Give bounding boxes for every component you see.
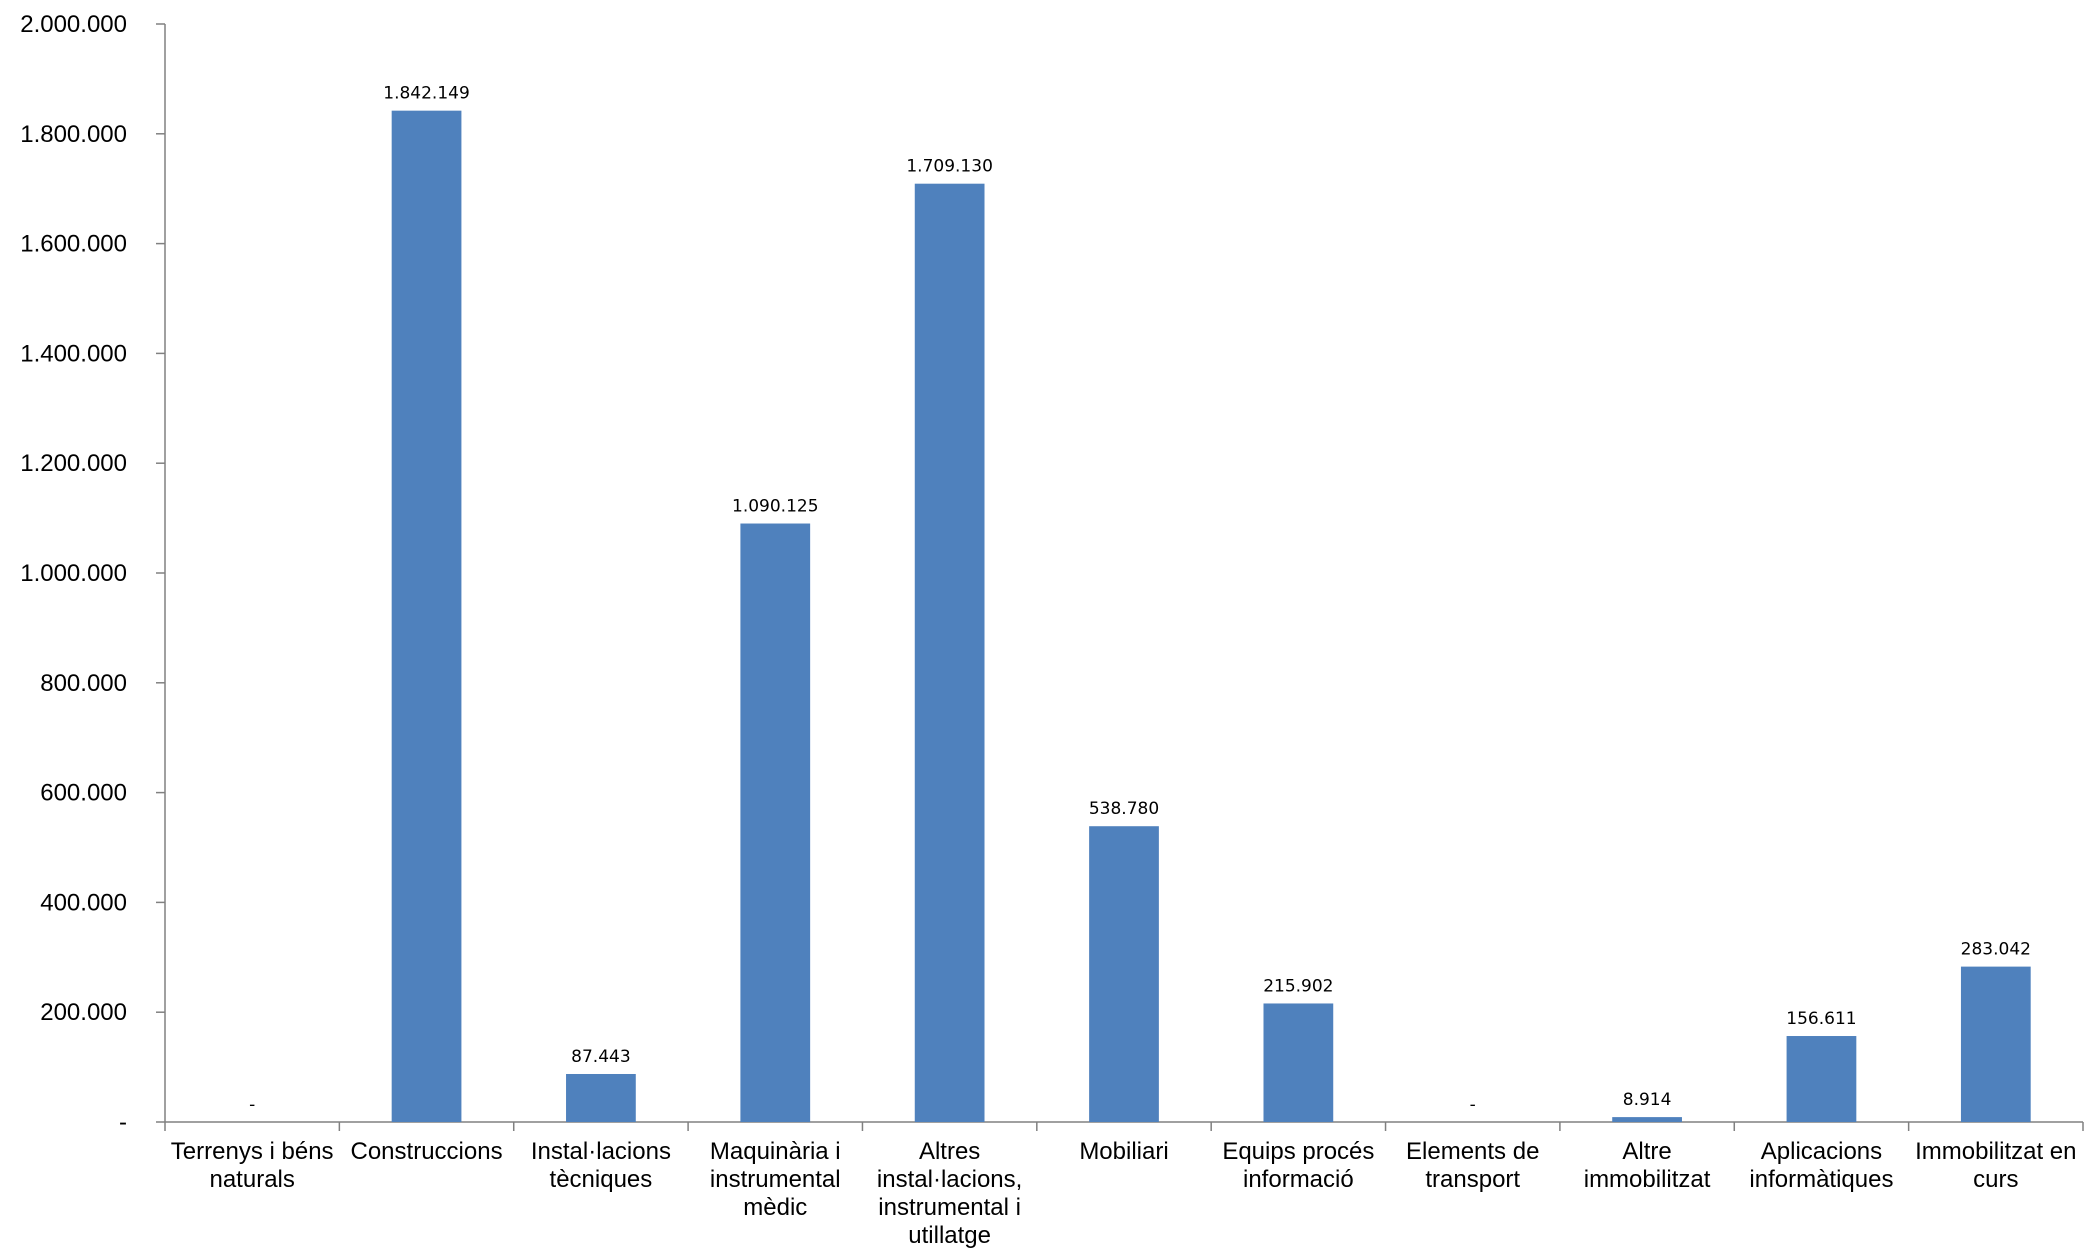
y-tick-label: 400.000: [40, 889, 127, 916]
x-category-label-line: tècniques: [550, 1166, 653, 1193]
x-category-label-line: utillatge: [908, 1222, 991, 1249]
bar: [1612, 1117, 1682, 1122]
data-label: 87.443: [571, 1047, 630, 1067]
y-axis: - 200.000 400.000 600.000 800.000 1.000.000 1.…: [20, 11, 166, 1136]
x-category-label-line: Terrenys i béns: [171, 1138, 334, 1165]
x-category-label: Aplicacions informàtiques: [1749, 1138, 1893, 1193]
data-label: 1.709.130: [906, 157, 993, 177]
data-label: 215.902: [1263, 976, 1333, 996]
x-category-label-line: naturals: [209, 1166, 294, 1193]
bar: [1089, 826, 1159, 1122]
y-tick-label: 1.600.000: [20, 231, 127, 258]
x-category-label: Altre immobilitzat: [1584, 1138, 1711, 1193]
x-category-label-line: Altres: [919, 1138, 980, 1165]
bar: [391, 110, 462, 1122]
data-label: -: [1470, 1095, 1476, 1115]
x-category-label-line: informació: [1243, 1166, 1354, 1193]
x-category-label-line: transport: [1425, 1166, 1520, 1193]
x-category-label-line: curs: [1973, 1166, 2018, 1193]
data-label: 538.780: [1089, 799, 1159, 819]
x-category-label: Construccions: [351, 1138, 503, 1165]
y-tick-label: 200.000: [40, 999, 127, 1026]
x-category-label: Immobilitzat en curs: [1915, 1138, 2076, 1193]
x-category-label: Altres instal·lacions, instrumental i utill…: [877, 1138, 1022, 1249]
x-category-label-line: Aplicacions: [1761, 1138, 1882, 1165]
x-category-label-line: immobilitzat: [1584, 1166, 1711, 1193]
x-category-label-line: Elements de: [1406, 1138, 1539, 1165]
data-label: 1.090.125: [732, 497, 819, 517]
x-category-label: Mobiliari: [1079, 1138, 1168, 1165]
y-tick-label: 1.400.000: [20, 340, 127, 367]
x-category-label: Elements de transport: [1406, 1138, 1539, 1193]
bars: [391, 110, 2031, 1123]
x-category-label-line: Altre: [1622, 1138, 1671, 1165]
x-labels: Terrenys i béns naturals Construccions Inst…: [171, 1138, 2077, 1249]
x-category-label-line: Equips procés: [1222, 1138, 1374, 1165]
data-label: 156.611: [1786, 1009, 1856, 1029]
x-axis: [164, 1121, 2084, 1131]
x-category-label-line: Immobilitzat en: [1915, 1138, 2076, 1165]
data-label: 1.842.149: [383, 84, 470, 104]
data-label: 8.914: [1623, 1090, 1672, 1110]
x-category-label-line: instrumental: [710, 1166, 841, 1193]
x-category-label: Maquinària i instrumental mèdic: [710, 1138, 841, 1221]
bar: [740, 523, 811, 1122]
x-category-label-line: instrumental i: [878, 1194, 1021, 1221]
bar: [1263, 1003, 1334, 1122]
bar: [1786, 1036, 1857, 1122]
y-tick-label: 600.000: [40, 780, 127, 807]
x-category-label: Instal·lacions tècniques: [531, 1138, 671, 1193]
data-labels: - 1.842.149 87.443 1.090.125 1.709.130 538.78…: [249, 84, 2031, 1115]
x-category-label-line: instal·lacions,: [877, 1166, 1022, 1193]
bar: [914, 183, 985, 1123]
x-category-label-line: informàtiques: [1749, 1166, 1893, 1193]
x-category-label-line: Maquinària i: [710, 1138, 841, 1165]
y-tick-label: -: [119, 1109, 127, 1136]
bar: [1960, 966, 2031, 1122]
x-category-label-line: mèdic: [743, 1194, 807, 1221]
x-category-label: Terrenys i béns naturals: [171, 1138, 334, 1193]
y-tick-label: 2.000.000: [20, 11, 127, 38]
y-tick-label: 1.800.000: [20, 121, 127, 148]
x-category-label: Equips procés informació: [1222, 1138, 1374, 1193]
x-category-label-line: Construccions: [351, 1138, 503, 1165]
y-tick-label: 1.000.000: [20, 560, 127, 587]
data-label: 283.042: [1961, 940, 2031, 960]
data-label: -: [249, 1095, 255, 1115]
bar: [566, 1073, 636, 1122]
y-tick-label: 1.200.000: [20, 450, 127, 477]
x-category-label-line: Mobiliari: [1079, 1138, 1168, 1165]
x-category-label-line: Instal·lacions: [531, 1138, 671, 1165]
y-tick-label: 800.000: [40, 670, 127, 697]
